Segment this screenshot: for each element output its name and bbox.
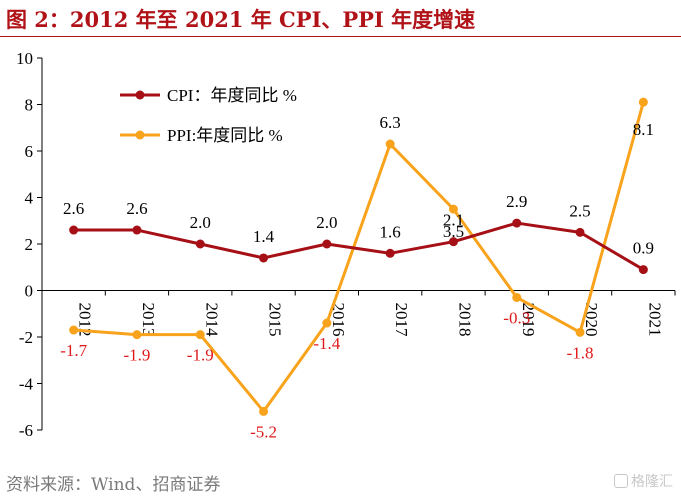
- ppi-data-label: -0.3: [503, 308, 530, 327]
- cpi-data-label: 2.5: [569, 201, 590, 220]
- ppi-data-label: -1.8: [567, 343, 594, 362]
- x-tick-label: 2017: [392, 303, 411, 338]
- cpi-data-label: 2.0: [316, 213, 337, 232]
- ppi-data-label: 6.3: [380, 113, 401, 132]
- watermark-logo-icon: [614, 474, 628, 488]
- ppi-data-label: -1.4: [313, 334, 340, 353]
- ppi-point: [575, 327, 585, 337]
- cpi-point: [638, 265, 648, 275]
- ppi-line: [73, 101, 645, 413]
- cpi-data-label: 0.9: [633, 239, 654, 258]
- ppi-data-label: -5.2: [250, 422, 277, 441]
- ppi-data-label: 8.1: [633, 120, 654, 139]
- legend-swatch-marker: [135, 130, 145, 140]
- ppi-point: [512, 292, 522, 302]
- ppi-data-label: -1.9: [187, 346, 214, 365]
- x-tick-label: 2021: [645, 303, 664, 337]
- y-tick-label: -4: [19, 375, 34, 394]
- ppi-point: [448, 204, 458, 214]
- watermark-text: 格隆汇: [631, 474, 673, 490]
- ppi-data-label: -1.7: [60, 341, 87, 360]
- x-tick-label: 2013: [139, 303, 158, 337]
- cpi-point: [259, 253, 269, 263]
- cpi-point: [69, 225, 79, 235]
- y-tick-label: 6: [25, 142, 34, 161]
- watermark: 格隆汇: [614, 471, 673, 491]
- cpi-data-label: 2.6: [126, 199, 147, 218]
- ppi-point: [132, 330, 142, 340]
- cpi-data-label: 2.1: [443, 211, 464, 230]
- ppi-point: [322, 318, 332, 328]
- title-divider: [0, 36, 681, 37]
- ppi-data-label: 3.5: [443, 222, 464, 241]
- cpi-data-label: 2.9: [506, 192, 527, 211]
- legend-swatch-marker: [135, 90, 145, 100]
- y-tick-label: 4: [25, 189, 34, 208]
- ppi-point: [385, 139, 395, 149]
- legend-label: PPI:年度同比 %: [167, 126, 283, 145]
- cpi-point: [322, 239, 332, 249]
- cpi-point: [575, 227, 585, 237]
- data-labels: 2.6 2.6 2.0 1.4 2.0 1.6 2.1 2.9 2.5 0.9 -1.7 -1.9 -1…: [60, 113, 654, 441]
- cpi-point: [448, 237, 458, 247]
- y-tick-label: 2: [25, 235, 34, 254]
- ppi-point: [195, 330, 205, 340]
- chart-title: 图 2：2012 年至 2021 年 CPI、PPI 年度增速: [6, 7, 476, 32]
- x-tick-label: 2019: [519, 303, 538, 337]
- cpi-point: [195, 239, 205, 249]
- series-cpi: [69, 218, 648, 275]
- series-ppi: [69, 97, 648, 416]
- cpi-point: [512, 218, 522, 228]
- ppi-data-label: -1.9: [123, 346, 150, 365]
- y-tick-label: -2: [19, 328, 33, 347]
- cpi-data-label: 2.6: [63, 199, 84, 218]
- source-note: 资料来源：Wind、招商证券: [6, 475, 221, 495]
- ppi-point: [69, 325, 79, 335]
- x-tick-label: 2012: [76, 303, 95, 337]
- x-tick-label: 2018: [455, 303, 474, 337]
- y-tick-label: 10: [16, 49, 33, 68]
- legend-label: CPI：年度同比 %: [167, 86, 297, 105]
- cpi-data-label: 1.6: [380, 222, 401, 241]
- ppi-point: [259, 406, 269, 416]
- ppi-point: [638, 97, 648, 107]
- cpi-line: [73, 221, 645, 271]
- x-tick-label: 2014: [202, 303, 221, 338]
- axes: -6 -4 -2 0 2 4 6 8 10 2012 2013 2014 2015 2016 2017 201…: [16, 49, 676, 440]
- cpi-data-label: 1.4: [253, 227, 275, 246]
- y-tick-label: 8: [25, 96, 34, 115]
- cpi-data-label: 2.0: [190, 213, 211, 232]
- cpi-point: [385, 248, 395, 258]
- legend: CPI：年度同比 % PPI:年度同比 %: [120, 86, 297, 145]
- x-tick-label: 2016: [329, 303, 348, 337]
- y-tick-label: -6: [19, 421, 33, 440]
- x-tick-label: 2015: [266, 303, 285, 337]
- y-tick-label: 0: [25, 282, 34, 301]
- cpi-point: [132, 225, 142, 235]
